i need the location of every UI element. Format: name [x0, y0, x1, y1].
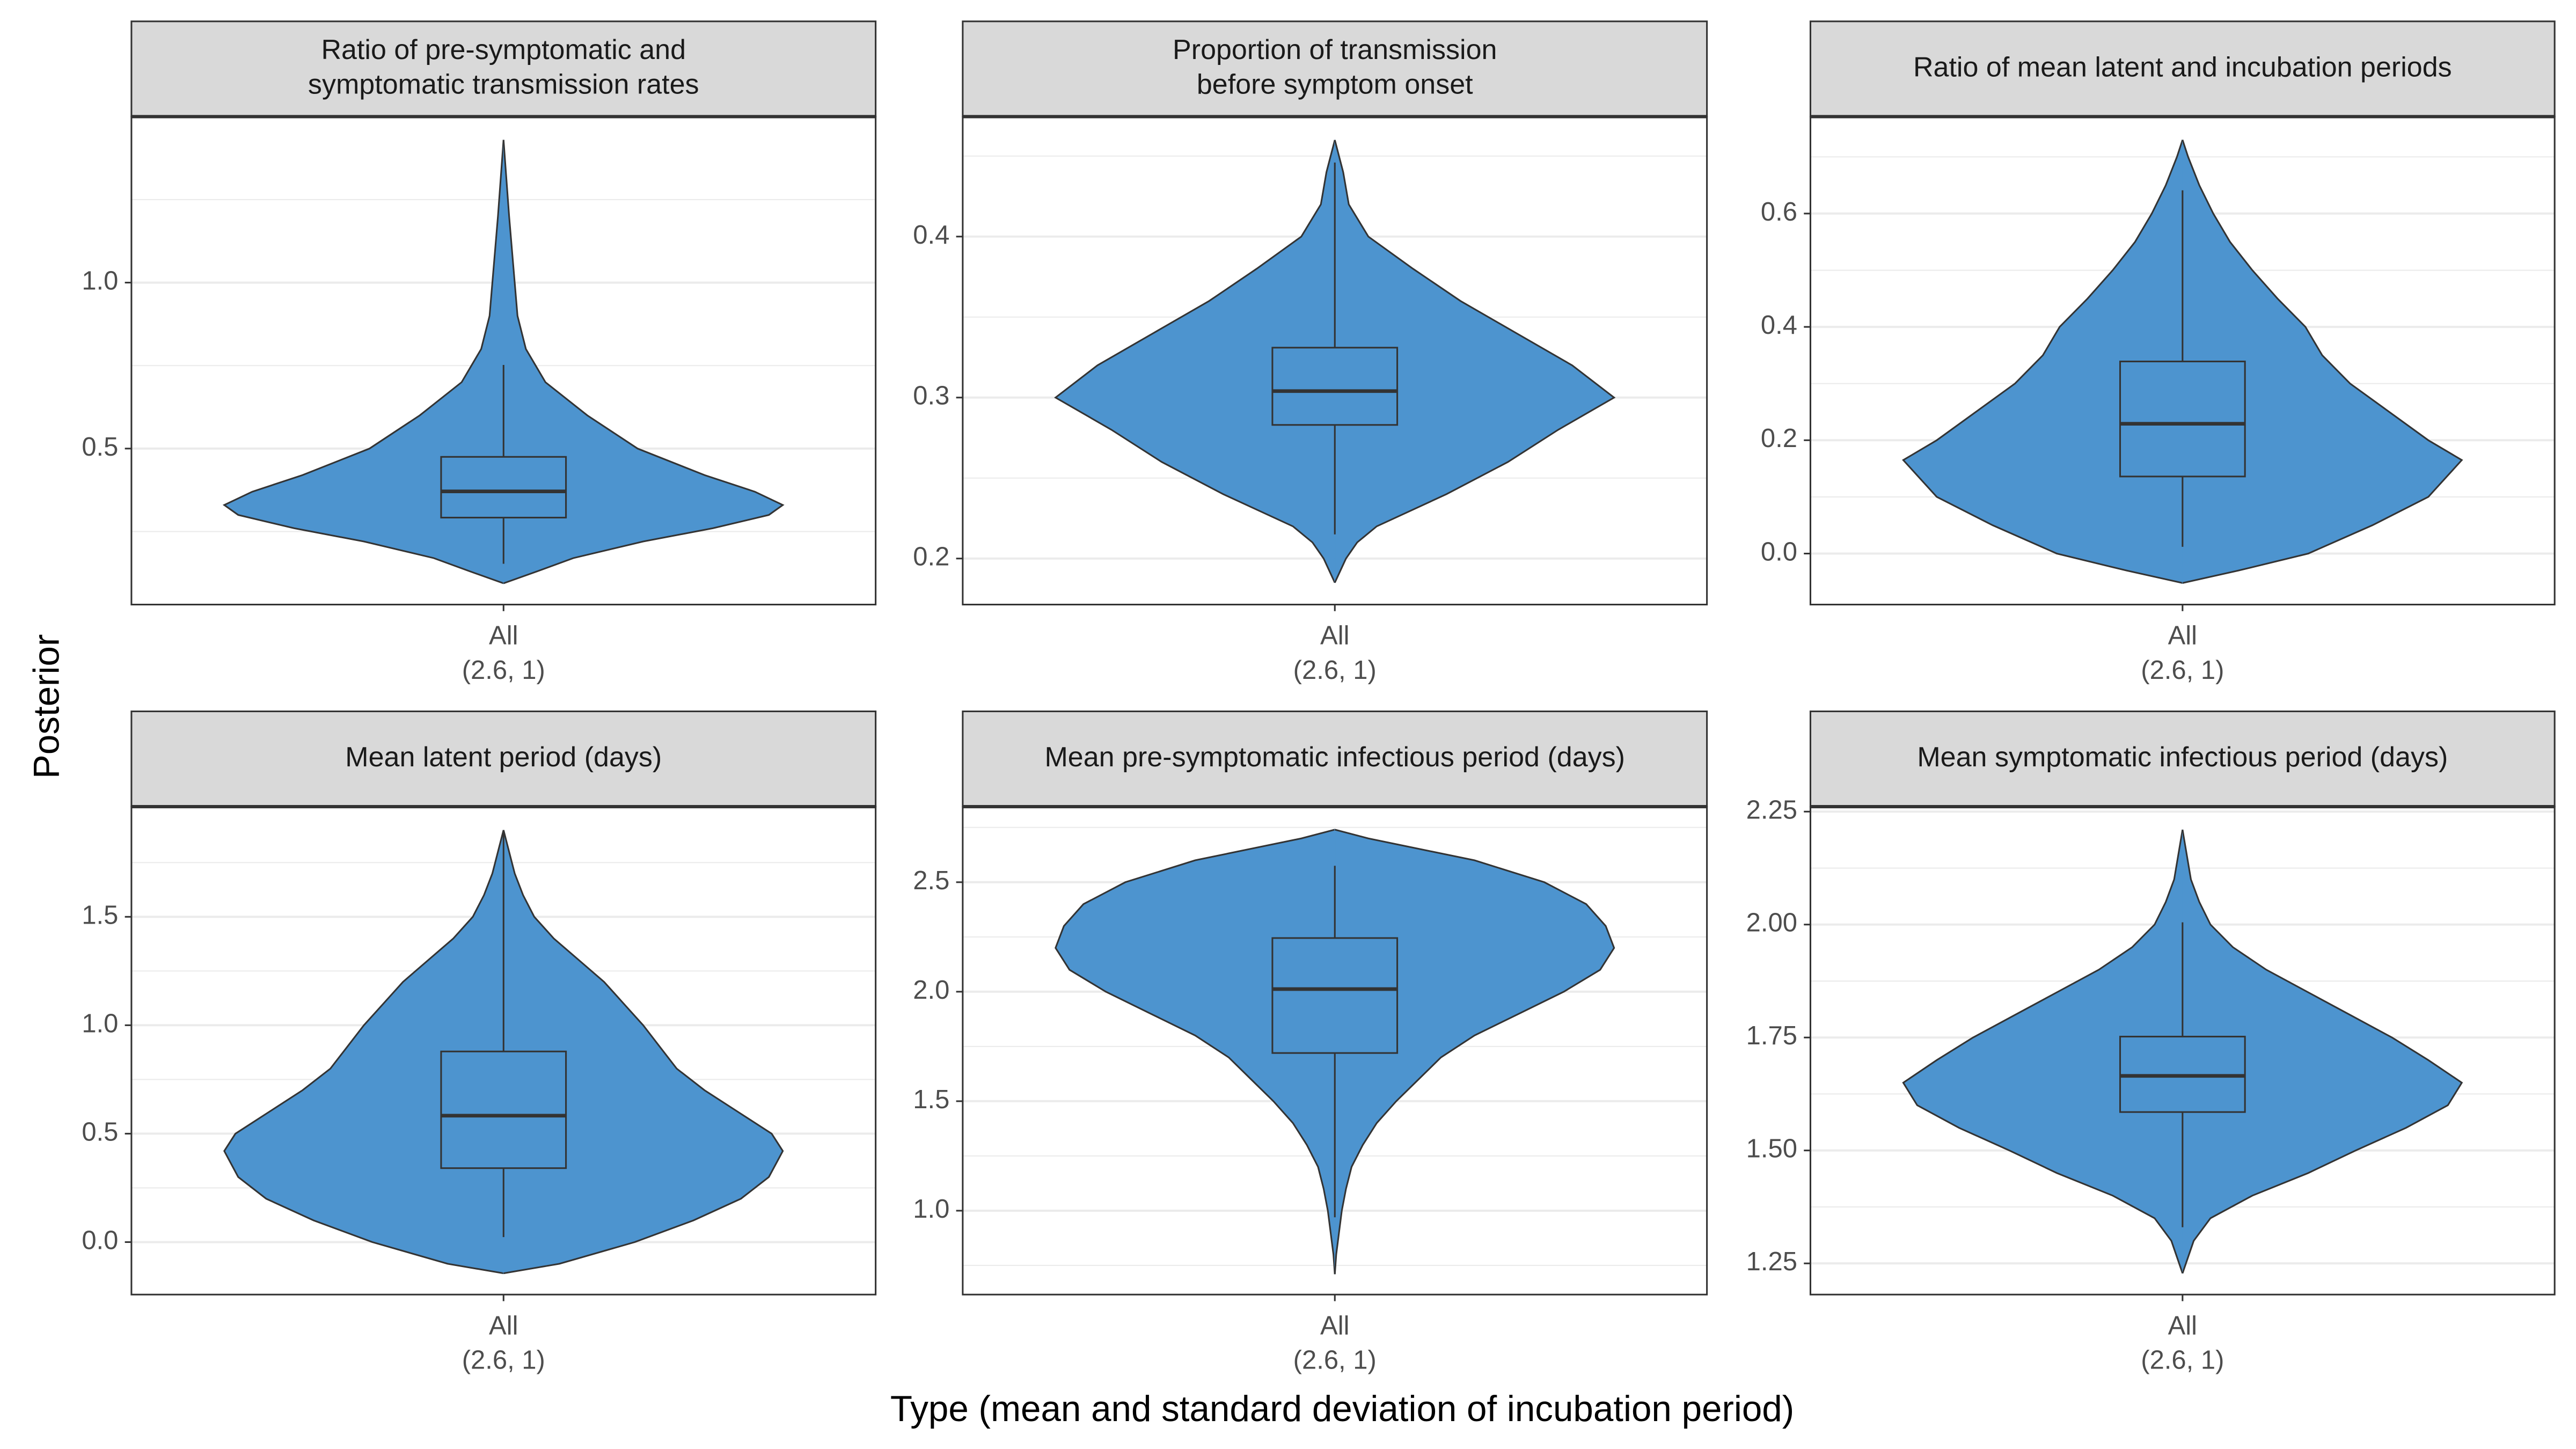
y-tick-label: 0.2 [1761, 424, 1797, 453]
violin-right-outline [2182, 829, 2463, 1274]
y-tick-label: 1.5 [82, 901, 118, 930]
strip [130, 710, 877, 808]
y-tick-label: 1.0 [82, 267, 118, 296]
strip [1809, 20, 2556, 118]
y-tick-label: 0.6 [1761, 197, 1797, 226]
x-tick-label: All [1320, 621, 1349, 650]
y-tick-label: 2.5 [913, 866, 949, 895]
violin-left-outline [222, 140, 504, 584]
y-tick-label: 1.25 [1746, 1247, 1797, 1276]
violin-right-outline [1334, 829, 1615, 1275]
x-tick-sublabel: (2.6, 1) [2141, 656, 2224, 685]
y-tick-label: 0.5 [82, 1117, 118, 1146]
violin-right-outline [1334, 140, 1616, 583]
strip-title: Proportion of transmission [1173, 34, 1497, 65]
box [1271, 347, 1399, 426]
strip-title: Ratio of pre-symptomatic and [321, 34, 686, 65]
violin-left-outline [223, 830, 504, 1275]
y-tick-label: 1.5 [913, 1085, 949, 1114]
y-tick-label: 0.5 [82, 433, 118, 462]
box [440, 456, 567, 519]
strip-title: Ratio of mean latent and incubation peri… [1913, 52, 2452, 83]
y-tick-label: 2.25 [1746, 795, 1797, 824]
violin-right-outline [2182, 140, 2463, 584]
x-tick-sublabel: (2.6, 1) [462, 656, 545, 685]
violin-right-outline [502, 140, 785, 584]
x-axis-title: Type (mean and standard deviation of inc… [890, 1389, 1794, 1429]
strip [962, 710, 1708, 808]
strip [1809, 710, 2556, 808]
y-axis-title: Posterior [27, 634, 67, 779]
y-tick-label: 0.3 [913, 382, 949, 411]
y-tick-label: 0.0 [1761, 537, 1797, 566]
strip [962, 20, 1708, 118]
box [2119, 360, 2246, 478]
violin-right-outline [502, 830, 784, 1275]
y-tick-label: 0.4 [1761, 311, 1797, 340]
violin-left-outline [1902, 829, 2184, 1274]
y-tick-label: 1.0 [913, 1195, 949, 1224]
x-tick-sublabel: (2.6, 1) [1293, 656, 1377, 685]
x-tick-label: All [2168, 1311, 2197, 1340]
strip-title: before symptom onset [1197, 69, 1473, 100]
strip-title: Mean symptomatic infectious period (days… [1917, 742, 2448, 773]
y-tick-label: 0.0 [82, 1226, 118, 1255]
x-tick-sublabel: (2.6, 1) [462, 1346, 545, 1375]
violin-left-outline [1055, 829, 1336, 1275]
strip-title: Mean pre-symptomatic infectious period (… [1044, 742, 1625, 773]
y-tick-label: 2.0 [913, 976, 949, 1005]
y-tick-label: 1.75 [1746, 1021, 1797, 1050]
x-tick-label: All [489, 621, 518, 650]
strip-title: symptomatic transmission rates [308, 69, 699, 100]
y-tick-label: 0.2 [913, 543, 949, 572]
x-tick-sublabel: (2.6, 1) [1293, 1346, 1377, 1375]
x-tick-label: All [1320, 1311, 1349, 1340]
y-tick-label: 0.4 [913, 221, 949, 250]
y-tick-label: 1.0 [82, 1009, 118, 1038]
x-tick-label: All [489, 1311, 518, 1340]
box [1271, 937, 1399, 1054]
y-tick-label: 1.50 [1746, 1135, 1797, 1163]
x-tick-label: All [2168, 621, 2197, 650]
violin-left-outline [1054, 140, 1336, 583]
violin-left-outline [1902, 140, 2184, 584]
x-tick-sublabel: (2.6, 1) [2141, 1346, 2224, 1375]
strip-title: Mean latent period (days) [345, 742, 662, 773]
box [440, 1050, 567, 1169]
y-tick-label: 2.00 [1746, 909, 1797, 938]
